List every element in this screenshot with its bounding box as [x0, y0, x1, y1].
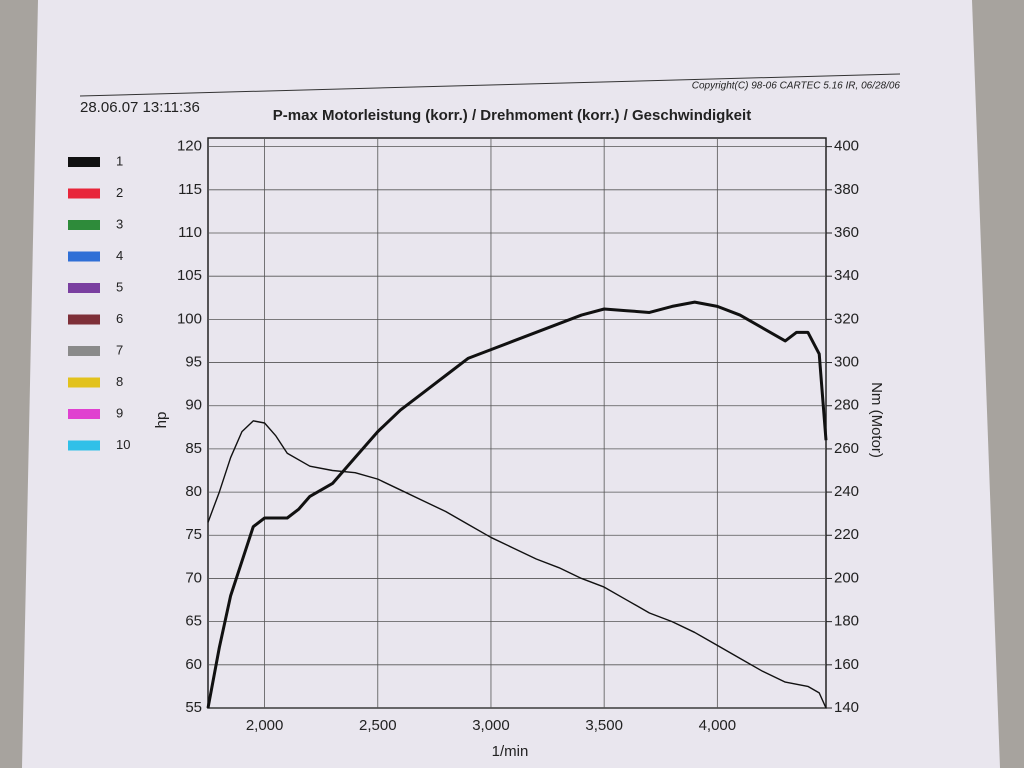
legend-label: 5 — [116, 279, 123, 294]
y2-tick-label: 380 — [834, 181, 859, 198]
series-line — [207, 420, 827, 709]
legend-label: 1 — [116, 153, 123, 168]
legend-swatch — [68, 251, 100, 262]
legend-label: 4 — [116, 248, 123, 263]
y-tick-label: 85 — [185, 440, 202, 457]
y2-tick-label: 320 — [834, 310, 859, 327]
legend-swatch — [68, 314, 100, 325]
chart-title: P-max Motorleistung (korr.) / Drehmoment… — [273, 107, 751, 124]
y-tick-label: 70 — [185, 569, 202, 586]
y-tick-label: 65 — [185, 613, 202, 630]
legend-swatch — [68, 346, 100, 356]
y2-tick-label: 400 — [834, 138, 859, 155]
x-tick-label: 2,000 — [246, 717, 284, 734]
legend-label: 7 — [116, 342, 123, 357]
y2-tick-label: 260 — [834, 440, 859, 457]
legend-swatch — [68, 283, 100, 293]
y2-tick-label: 280 — [834, 397, 859, 414]
y-tick-label: 110 — [178, 224, 202, 241]
legend-label: 3 — [116, 216, 123, 231]
y-tick-label: 90 — [185, 397, 202, 414]
legend-swatch — [68, 188, 100, 199]
legend-swatch — [68, 440, 100, 451]
legend-swatch — [68, 220, 100, 230]
y-tick-label: 60 — [185, 656, 202, 673]
y-tick-label: 95 — [185, 354, 202, 371]
header-rule — [79, 73, 901, 97]
series-line — [206, 300, 828, 709]
y2-tick-label: 220 — [834, 526, 859, 543]
legend-label: 9 — [116, 405, 123, 420]
y2-tick-label: 180 — [834, 613, 859, 630]
y2-tick-label: 240 — [834, 483, 859, 500]
y-tick-label: 100 — [177, 310, 202, 327]
legend-label: 8 — [116, 374, 123, 389]
x-tick-label: 3,500 — [585, 717, 623, 734]
y2-tick-label: 140 — [834, 699, 859, 716]
y-tick-label: 75 — [185, 526, 202, 543]
timestamp: 28.06.07 13:11:36 — [80, 99, 200, 116]
x-tick-label: 3,000 — [472, 717, 510, 734]
x-axis-label: 1/min — [492, 743, 529, 760]
x-tick-label: 4,000 — [699, 717, 737, 734]
x-tick-label: 2,500 — [359, 717, 397, 734]
copyright: Copyright(C) 98-06 CARTEC 5.16 IR, 06/28… — [692, 81, 901, 92]
y2-tick-label: 340 — [834, 267, 859, 284]
legend-swatch — [68, 377, 100, 388]
y2-tick-label: 360 — [834, 224, 859, 241]
legend-label: 10 — [116, 437, 130, 452]
y2-tick-label: 160 — [834, 656, 859, 673]
legend-swatch — [68, 409, 100, 419]
y2-tick-label: 300 — [834, 354, 859, 371]
y2-axis-label: Nm (Motor) — [868, 382, 885, 458]
y-tick-label: 55 — [185, 699, 202, 716]
legend-swatch — [68, 157, 100, 167]
y-tick-label: 120 — [177, 138, 202, 155]
y-axis-label: hp — [153, 412, 170, 429]
y-tick-label: 115 — [178, 181, 202, 198]
legend-label: 2 — [116, 185, 123, 200]
y-tick-label: 80 — [185, 483, 202, 500]
legend-label: 6 — [116, 311, 123, 326]
y-tick-label: 105 — [177, 267, 202, 284]
y2-tick-label: 200 — [834, 569, 859, 586]
paper — [22, 0, 1000, 768]
